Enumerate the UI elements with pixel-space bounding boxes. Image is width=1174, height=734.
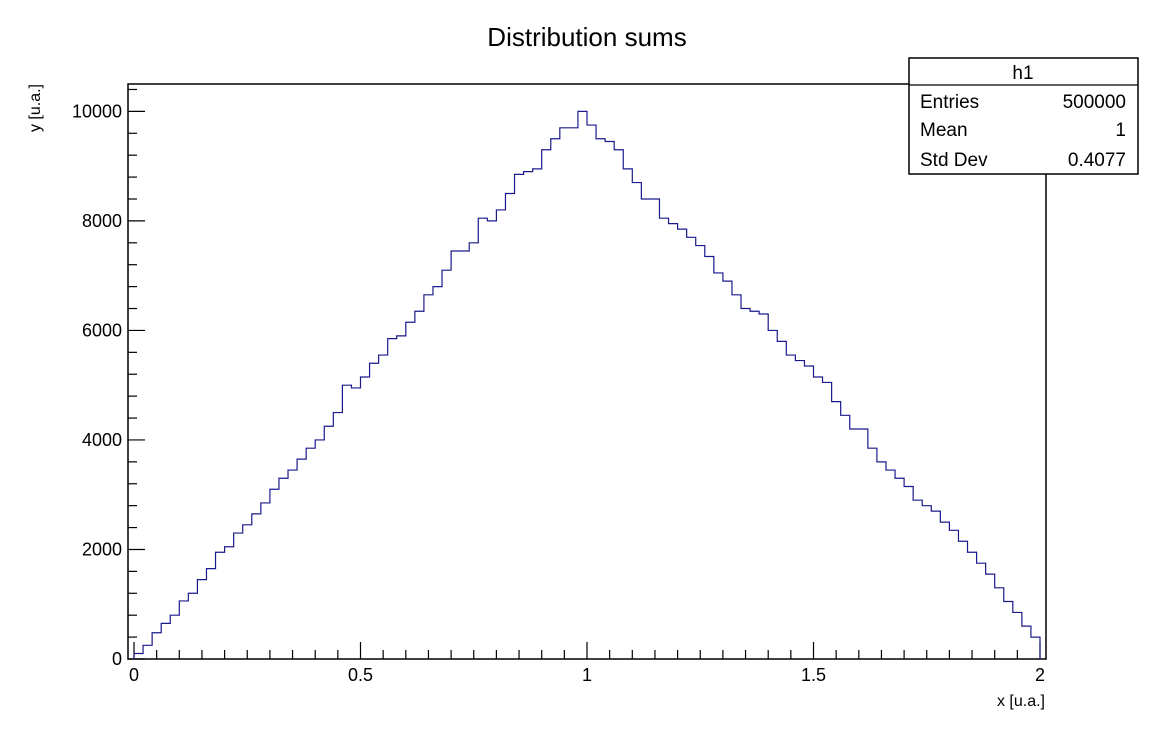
- x-tick-label: 1.5: [801, 665, 826, 685]
- stats-label-mean: Mean: [920, 120, 968, 141]
- stats-value-entries: 500000: [1063, 92, 1126, 113]
- y-axis-label: y [u.a.]: [27, 84, 44, 132]
- x-axis-ticks: 0 0.5 1 1.5 2: [129, 642, 1045, 685]
- x-tick-label: 2: [1035, 665, 1045, 685]
- y-tick-label: 4000: [82, 430, 122, 450]
- x-tick-label: 1: [582, 665, 592, 685]
- y-tick-label: 0: [112, 649, 122, 669]
- stats-label-std-dev: Std Dev: [920, 150, 988, 171]
- x-tick-label: 0: [129, 665, 139, 685]
- stats-value-std-dev: 0.4077: [1068, 150, 1126, 171]
- chart-title: Distribution sums: [487, 22, 686, 52]
- stats-box-frame: [908, 57, 1139, 175]
- stats-value-mean: 1: [1115, 120, 1126, 141]
- stats-box: h1 Entries 500000 Mean 1 Std Dev 0.4077: [908, 57, 1139, 175]
- y-tick-label: 6000: [82, 320, 122, 340]
- histogram-series-h1: [133, 110, 1041, 659]
- x-axis-label: x [u.a.]: [997, 693, 1045, 710]
- y-tick-label: 2000: [82, 539, 122, 559]
- y-axis-ticks: 0 2000 4000 6000 8000 10000: [72, 88, 145, 669]
- stats-box-title: h1: [1012, 63, 1033, 84]
- stats-label-entries: Entries: [920, 92, 979, 113]
- x-tick-label: 0.5: [348, 665, 373, 685]
- y-tick-label: 10000: [72, 101, 122, 121]
- y-tick-label: 8000: [82, 211, 122, 231]
